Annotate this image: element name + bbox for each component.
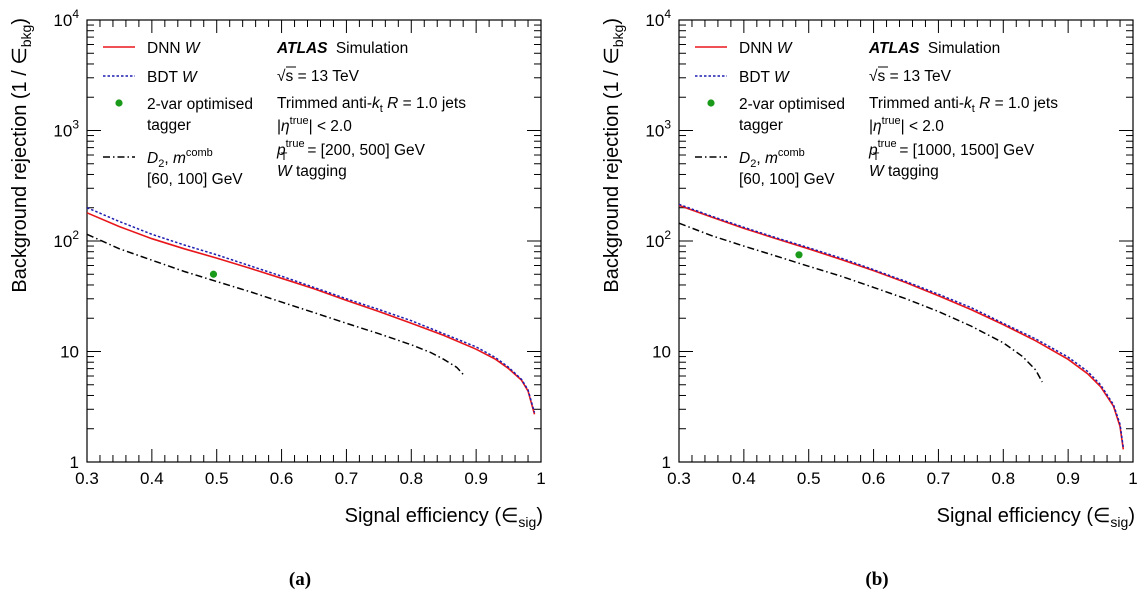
legend-d2-label: D2, mcomb — [147, 147, 213, 170]
chart-panel-a: 0.3 0.4 0.5 0.6 0.7 0.8 0.9 1 1 10 102 103 104 DNN W B… — [9, 7, 546, 590]
sqrt-s-label: √s = 13 TeV — [277, 68, 360, 85]
y-tick-label: 103 — [645, 118, 671, 141]
sqrt-s-label: √s = 13 TeV — [869, 68, 952, 85]
y-tick-label: 1 — [70, 453, 79, 472]
x-tick-label: 0.8 — [991, 469, 1015, 488]
pt-label: ptrue T = [200, 500] GeV — [276, 138, 426, 163]
d2-curve — [678, 222, 1043, 383]
tagging-label: W tagging — [277, 163, 347, 180]
x-tick-label: 0.3 — [75, 469, 99, 488]
eta-label: |ηtrue| < 2.0 — [869, 115, 944, 135]
legend-two-var-marker — [707, 99, 715, 107]
two-var-tagger-point — [209, 270, 218, 278]
x-tick-label: 0.3 — [667, 469, 691, 488]
x-tick-label: 0.5 — [797, 469, 821, 488]
x-tick-label: 1 — [1128, 469, 1137, 488]
legend-d2-label-line2: [60, 100] GeV — [147, 171, 243, 188]
x-tick-label: 0.5 — [205, 469, 229, 488]
legend-d2-label-line2: [60, 100] GeV — [739, 171, 835, 188]
chart-panel-b: 0.3 0.4 0.5 0.6 0.7 0.8 0.9 1 1 10 102 103 104 DNN W B… — [601, 7, 1138, 590]
y-tick-label: 103 — [53, 118, 79, 141]
x-tick-label: 0.6 — [862, 469, 886, 488]
legend-dnn-label: DNN W — [147, 40, 201, 57]
legend-bdt-label: BDT W — [147, 69, 198, 86]
tagging-label: W tagging — [869, 163, 939, 180]
legend-d2-label: D2, mcomb — [739, 147, 805, 170]
x-tick-label: 0.4 — [140, 469, 164, 488]
x-tick-label: 0.4 — [732, 469, 756, 488]
legend-two-var-label-line2: tagger — [739, 117, 783, 134]
bdt-curve — [86, 207, 536, 413]
plot-frame — [86, 19, 542, 463]
legend-dnn-label: DNN W — [739, 40, 793, 57]
atlas-label: ATLAS Simulation — [868, 40, 1000, 57]
y-tick-label: 10 — [652, 343, 671, 362]
x-axis-title: Signal efficiency (∈sig) — [937, 505, 1135, 530]
y-tick-label: 104 — [645, 7, 671, 30]
x-tick-label: 0.9 — [1056, 469, 1080, 488]
legend-two-var-label: 2-var optimised — [739, 96, 845, 113]
y-tick-label: 1 — [662, 453, 671, 472]
x-tick-label: 0.6 — [270, 469, 294, 488]
y-tick-label: 10 — [60, 343, 79, 362]
two-var-tagger-point — [795, 251, 803, 259]
dnn-curve — [86, 212, 536, 415]
legend-two-var-marker — [115, 99, 123, 107]
legend-two-var-label: 2-var optimised — [147, 96, 253, 113]
panel-label-a: (a) — [289, 569, 311, 590]
atlas-label: ATLAS Simulation — [276, 40, 408, 57]
y-axis-title: Background rejection (1 / ∈bkg) — [601, 18, 626, 293]
x-axis-title: Signal efficiency (∈sig) — [345, 505, 543, 530]
jets-label: Trimmed anti-kt R = 1.0 jets — [869, 95, 1058, 115]
y-axis-title: Background rejection (1 / ∈bkg) — [9, 18, 34, 293]
x-tick-label: 0.7 — [927, 469, 951, 488]
pt-label: ptrue T = [1000, 1500] GeV — [868, 138, 1035, 163]
panel-label-b: (b) — [865, 569, 888, 590]
y-tick-label: 102 — [53, 228, 79, 251]
dnn-curve — [678, 204, 1125, 450]
x-tick-label: 0.9 — [464, 469, 488, 488]
legend-two-var-label-line2: tagger — [147, 117, 191, 134]
x-tick-label: 1 — [536, 469, 545, 488]
bdt-curve — [678, 203, 1125, 448]
y-tick-label: 102 — [645, 228, 671, 251]
x-tick-label: 0.7 — [335, 469, 359, 488]
x-tick-label: 0.8 — [399, 469, 423, 488]
y-tick-label: 104 — [53, 7, 79, 30]
jets-label: Trimmed anti-kt R = 1.0 jets — [277, 95, 466, 115]
eta-label: |ηtrue| < 2.0 — [277, 115, 352, 135]
d2-curve — [86, 233, 464, 375]
plot-frame — [678, 19, 1134, 463]
legend-bdt-label: BDT W — [739, 69, 790, 86]
